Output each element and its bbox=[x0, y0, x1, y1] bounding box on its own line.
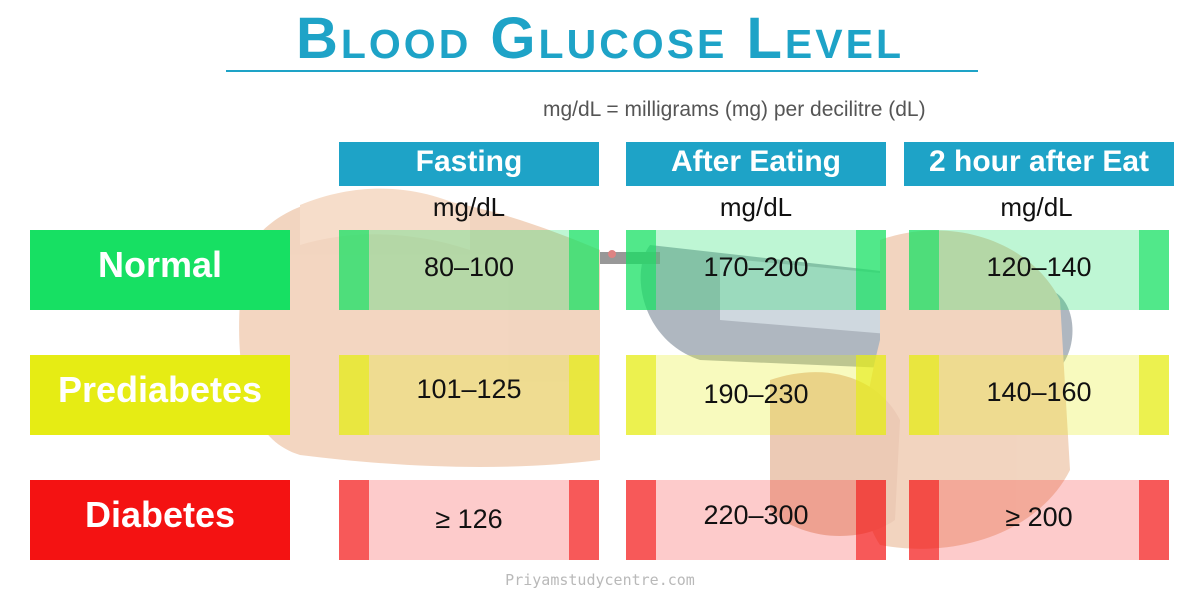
watermark-footer: Priyamstudycentre.com bbox=[505, 571, 695, 589]
column-header-after-eating: After Eating bbox=[626, 142, 886, 186]
title-underline bbox=[226, 70, 978, 72]
table-cell-normal-2-hour: 120–140 bbox=[986, 252, 1092, 282]
table-cell-band bbox=[339, 355, 599, 435]
table-cell-band bbox=[909, 355, 1169, 435]
table-cell-normal-after-eating: 170–200 bbox=[703, 252, 809, 282]
table-cell-band bbox=[339, 230, 599, 310]
table-cell-normal-fasting: 80–100 bbox=[423, 252, 515, 282]
column-header-fasting: Fasting bbox=[339, 142, 599, 186]
row-label-prediabetes: Prediabetes bbox=[30, 355, 290, 435]
table-cell-band bbox=[909, 480, 1169, 560]
table-cell-prediabetes-2-hour: 140–160 bbox=[986, 377, 1092, 407]
column-unit: mg/dL bbox=[432, 192, 506, 222]
unit-note: mg/dL = milligrams (mg) per decilitre (d… bbox=[543, 98, 926, 121]
row-label-normal: Normal bbox=[30, 230, 290, 310]
table-cell-band bbox=[626, 355, 886, 435]
table-cell-diabetes-fasting: ≥ 126 bbox=[435, 504, 503, 534]
table-cell-prediabetes-after-eating: 190–230 bbox=[703, 379, 809, 409]
column-header-2-hour: 2 hour after Eat bbox=[904, 142, 1174, 186]
row-label-diabetes: Diabetes bbox=[30, 480, 290, 560]
table-cell-diabetes-after-eating: 220–300 bbox=[703, 500, 809, 530]
table-cell-prediabetes-fasting: 101–125 bbox=[416, 374, 522, 404]
column-unit: mg/dL bbox=[719, 192, 793, 222]
table-cell-diabetes-2-hour: ≥ 200 bbox=[1005, 502, 1073, 532]
page-title: Blood Glucose Level bbox=[295, 6, 905, 71]
table-cell-band bbox=[339, 480, 599, 560]
table-cell-band bbox=[626, 230, 886, 310]
table-cell-band bbox=[626, 480, 886, 560]
table-cell-band bbox=[909, 230, 1169, 310]
column-unit: mg/dL bbox=[1000, 192, 1073, 222]
